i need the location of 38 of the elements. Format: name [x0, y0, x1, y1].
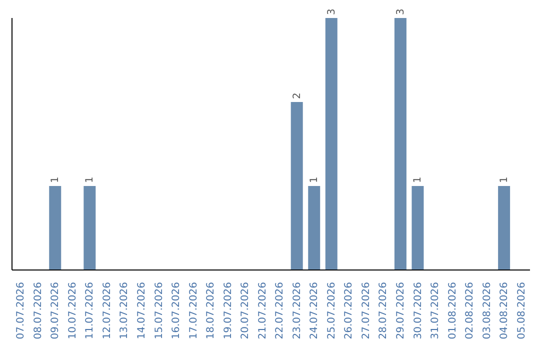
data-label: 1 [499, 176, 510, 183]
x-tick-label: 03.08.2026 [482, 282, 493, 340]
x-tick-label: 08.07.2026 [32, 282, 44, 340]
x-tick-label: 21.07.2026 [257, 282, 268, 340]
x-tick-label: 15.07.2026 [154, 282, 165, 340]
x-tick-label: 23.07.2026 [292, 282, 303, 340]
data-label: 1 [309, 176, 320, 183]
data-label: 1 [50, 176, 62, 183]
x-tick-label: 14.07.2026 [136, 282, 148, 340]
x-tick-label: 22.07.2026 [274, 282, 286, 340]
x-tick-label: 18.07.2026 [206, 282, 217, 340]
data-label: 1 [412, 176, 424, 183]
x-tick-label: 09.07.2026 [50, 282, 62, 340]
x-tick-label: 01.08.2026 [447, 282, 458, 340]
x-tick-label: 10.07.2026 [67, 282, 78, 340]
x-tick-label: 16.07.2026 [171, 282, 182, 340]
x-tick-label: 12.07.2026 [102, 282, 113, 340]
x-tick-label: 13.07.2026 [119, 282, 130, 340]
x-tick-label: 05.08.2026 [516, 282, 528, 340]
x-tick-label: 11.07.2026 [84, 282, 96, 340]
x-tick-label: 26.07.2026 [344, 282, 355, 340]
x-tick-label: 02.08.2026 [464, 282, 476, 340]
x-tick-label: 27.07.2026 [360, 282, 372, 340]
x-tick-label: 29.07.2026 [396, 282, 406, 340]
x-tick-label: 19.07.2026 [222, 282, 234, 340]
x-tick-label: 31.07.2026 [430, 282, 442, 340]
x-tick-label: 07.07.2026 [16, 282, 27, 340]
x-tick-label: 17.07.2026 [188, 282, 200, 340]
x-tick-label: 30.07.2026 [412, 282, 424, 340]
x-tick-label: 25.07.2026 [326, 282, 338, 340]
data-label: 3 [395, 8, 406, 15]
x-tick-label: 20.07.2026 [240, 282, 252, 340]
x-tick-label: 24.07.2026 [309, 282, 320, 340]
x-tick-label: 04.08.2026 [499, 282, 510, 340]
data-label: 3 [326, 8, 338, 15]
x-tick-label: 28.07.2026 [378, 282, 390, 340]
data-label: 1 [84, 176, 96, 183]
data-label: 2 [292, 92, 303, 99]
